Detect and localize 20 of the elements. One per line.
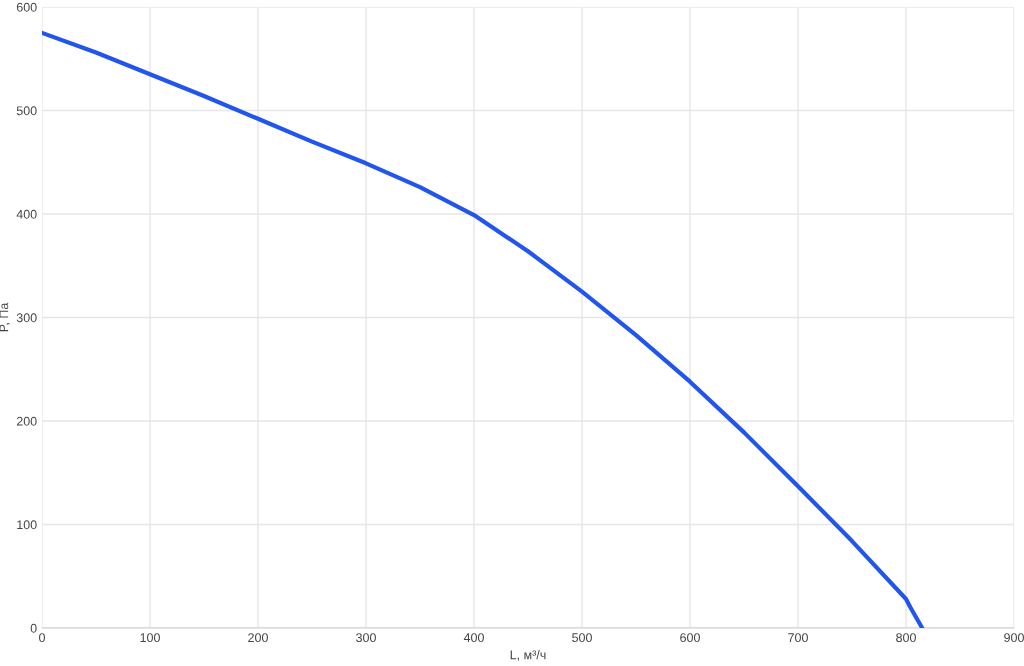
x-tick-label: 0 — [39, 633, 45, 643]
x-tick-label: 300 — [356, 633, 376, 643]
x-tick-label: 100 — [140, 633, 160, 643]
x-tick-label: 200 — [248, 633, 268, 643]
y-tick-label: 400 — [16, 209, 37, 219]
y-tick-label: 200 — [16, 416, 37, 426]
x-tick-label: 600 — [680, 633, 700, 643]
y-tick-label: 300 — [16, 313, 37, 323]
y-tick-label: 0 — [30, 623, 37, 633]
y-axis-title: P, Па — [0, 302, 10, 332]
x-tick-label: 900 — [1004, 633, 1024, 643]
line-series — [42, 30, 925, 628]
x-tick-label: 700 — [788, 633, 808, 643]
x-axis-title: L, м³/ч — [510, 650, 546, 661]
x-tick-label: 800 — [896, 633, 916, 643]
y-tick-label: 500 — [16, 106, 37, 116]
x-tick-label: 400 — [463, 633, 484, 643]
y-tick-label: 100 — [17, 520, 37, 530]
y-tick-label: 600 — [16, 2, 37, 12]
x-tick-label: 500 — [572, 633, 592, 643]
